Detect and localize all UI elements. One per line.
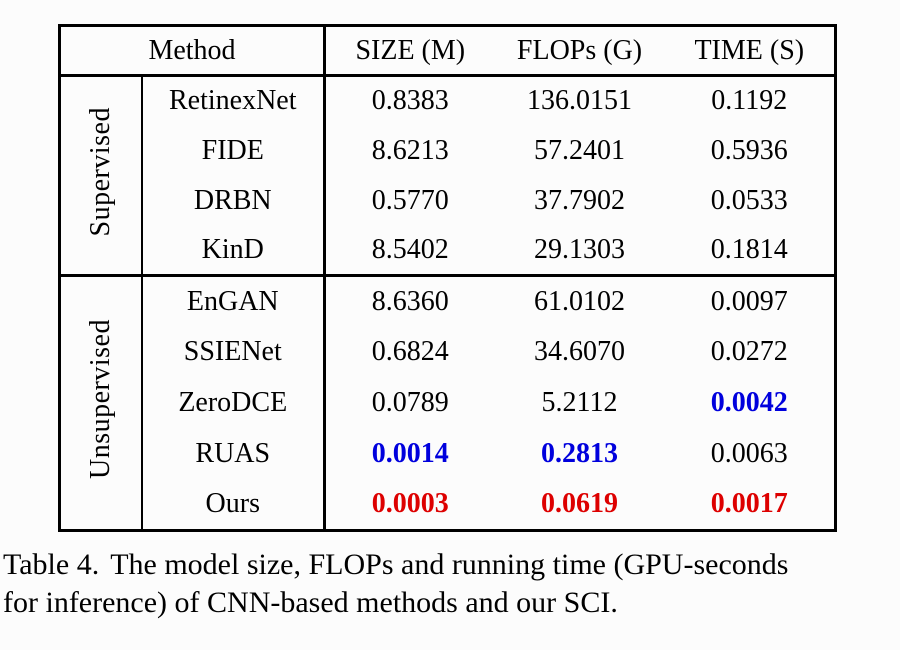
method-name-cell: Ours: [140, 479, 325, 531]
flops-value-cell: 29.1303: [534, 233, 626, 265]
flops-value-cell-best: 0.0619: [541, 488, 619, 520]
caption-text-line1: The model size, FLOPs and running time (…: [110, 548, 789, 581]
time-value-cell: 0.0533: [710, 184, 788, 216]
table-row: Supervised RetinexNet 0.8383 136.0151 0.…: [60, 75, 836, 236]
caption-line-1: Table 4. The model size, FLOPs and runnin…: [3, 546, 900, 584]
table-row: RUAS 0.0014 0.2813 0.0063: [60, 428, 836, 480]
table-caption: Table 4. The model size, FLOPs and runnin…: [3, 546, 900, 622]
table-row: Unsupervised EnGAN 8.6360 61.0102 0.0097: [59, 274, 836, 531]
size-value-cell: 0.5770: [323, 175, 495, 226]
group-label-supervised: Supervised: [84, 106, 116, 237]
method-name-cell: ZeroDCE: [140, 377, 325, 429]
time-value-cell: 0.5936: [710, 134, 788, 166]
table-row: DRBN 0.5770 37.7902 0.0533: [60, 175, 836, 226]
size-value-cell-best: 0.0003: [323, 479, 495, 531]
time-value-cell: 0.1192: [711, 85, 788, 117]
col-header-time: TIME (S): [664, 25, 836, 77]
time-value-cell: 0.0272: [710, 336, 788, 367]
time-value-cell: 0.0063: [710, 438, 788, 469]
method-name-cell: KinD: [140, 225, 325, 276]
method-name-cell: DRBN: [140, 175, 325, 226]
method-name-cell: FIDE: [140, 125, 325, 176]
method-name-cell: SSIENet: [140, 326, 325, 378]
header-row: Method SIZE (M) FLOPs (G) TIME (S): [59, 25, 836, 77]
col-header-method: Method: [59, 25, 325, 77]
results-table: Method SIZE (M) FLOPs (G) TIME (S) Super…: [58, 24, 838, 532]
flops-value-cell: 37.7902: [534, 184, 626, 216]
size-value-cell: 8.5402: [323, 225, 495, 276]
flops-value-cell-second-best: 0.2813: [541, 438, 619, 469]
size-value-cell: 0.0789: [323, 377, 495, 429]
caption-tag: Table 4.: [3, 548, 100, 581]
time-value-cell: 0.1814: [710, 233, 788, 265]
size-value-cell: 0.8383: [323, 75, 495, 126]
group-label-supervised-cell: Supervised: [60, 76, 142, 276]
group-label-unsupervised-cell: Unsupervised: [59, 274, 142, 531]
table-row: SSIENet 0.6824 34.6070 0.0272: [60, 326, 836, 378]
flops-value-cell: 34.6070: [534, 336, 626, 367]
flops-value-cell: 136.0151: [527, 85, 633, 117]
time-value-cell-second-best: 0.0042: [710, 387, 788, 418]
size-value-cell-second-best: 0.0014: [323, 428, 495, 480]
group-label-unsupervised: Unsupervised: [84, 319, 116, 479]
flops-value-cell: 5.2112: [541, 387, 618, 418]
time-value-cell-best: 0.0017: [710, 488, 788, 520]
table-row: KinD 8.5402 29.1303 0.1814: [60, 225, 836, 276]
time-value-cell: 0.0097: [664, 274, 836, 327]
flops-value-cell: 57.2401: [534, 134, 626, 166]
size-value-cell: 8.6360: [323, 274, 495, 327]
col-header-size: SIZE (M): [323, 25, 495, 77]
col-header-flops: FLOPs (G): [494, 25, 665, 77]
table-row-ours: Ours 0.0003 0.0619 0.0017: [60, 479, 836, 531]
method-name-cell: RUAS: [140, 428, 325, 480]
results-table-container: Method SIZE (M) FLOPs (G) TIME (S) Super…: [58, 24, 838, 532]
method-name-cell: EnGAN: [140, 274, 325, 327]
table-row: ZeroDCE 0.0789 5.2112 0.0042: [60, 377, 836, 429]
size-value-cell: 0.6824: [323, 326, 495, 378]
size-value-cell: 8.6213: [323, 125, 495, 176]
caption-line-2: for inference) of CNN-based methods and …: [3, 586, 618, 619]
flops-value-cell: 61.0102: [494, 274, 665, 327]
method-name-cell: RetinexNet: [140, 75, 325, 126]
table-row: FIDE 8.6213 57.2401 0.5936: [60, 125, 836, 176]
